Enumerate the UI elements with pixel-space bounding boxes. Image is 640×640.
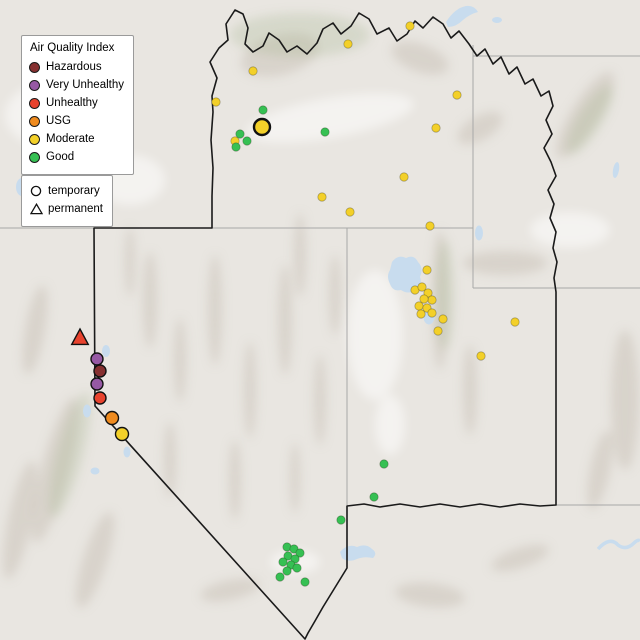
mono-lake: [90, 467, 100, 475]
station-marker-moderate[interactable]: [317, 192, 327, 202]
legend-item-hazardous: Hazardous: [29, 60, 124, 75]
station-marker-moderate[interactable]: [252, 117, 272, 137]
terrain-shading-layer: [2, 13, 639, 608]
station-marker-good[interactable]: [379, 459, 389, 469]
station-marker-moderate[interactable]: [405, 21, 415, 31]
legend-item-label: temporary: [48, 185, 100, 197]
station-marker-moderate[interactable]: [399, 172, 409, 182]
bear-lake: [475, 225, 483, 241]
station-marker-moderate[interactable]: [427, 308, 437, 318]
legend-item-label: Very Unhealthy: [46, 78, 124, 91]
symbol-legend: temporary permanent: [21, 175, 113, 227]
station-marker-very_unhealthy[interactable]: [90, 352, 104, 366]
station-marker-moderate[interactable]: [422, 265, 432, 275]
temporary-circle-icon: [29, 185, 43, 197]
station-marker-good[interactable]: [258, 105, 268, 115]
station-marker-moderate[interactable]: [510, 317, 520, 327]
station-marker-good[interactable]: [235, 129, 245, 139]
pyramid-lake: [102, 345, 110, 357]
station-marker-moderate[interactable]: [414, 301, 424, 311]
snake-river: [446, 5, 478, 27]
legend-item-label: Hazardous: [46, 60, 102, 73]
station-marker-moderate[interactable]: [345, 207, 355, 217]
station-marker-layer: [70, 21, 520, 587]
permanent-triangle-icon: [29, 203, 43, 215]
legend-item-label: Unhealthy: [46, 96, 98, 109]
station-marker-moderate[interactable]: [417, 282, 427, 292]
legend-item-label: Good: [46, 150, 75, 163]
legend-item-good: Good: [29, 150, 124, 165]
station-marker-good[interactable]: [290, 554, 300, 564]
lake-tahoe: [83, 404, 91, 418]
station-marker-moderate[interactable]: [425, 221, 435, 231]
station-marker-good[interactable]: [369, 492, 379, 502]
station-marker-moderate[interactable]: [452, 90, 462, 100]
station-marker-good[interactable]: [242, 136, 252, 146]
legend-item-usg: USG: [29, 114, 124, 129]
station-marker-moderate[interactable]: [419, 294, 429, 304]
aqi-legend: Air Quality Index Hazardous Very Unhealt…: [21, 35, 134, 175]
legend-item-unhealthy: Unhealthy: [29, 96, 124, 111]
station-marker-good[interactable]: [300, 577, 310, 587]
legend-item-label: permanent: [48, 202, 103, 215]
usg-dot-icon: [29, 115, 40, 127]
legend-item-permanent: permanent: [29, 202, 103, 217]
station-marker-unhealthy-permanent[interactable]: [70, 327, 90, 346]
lake-powell: [596, 538, 640, 551]
station-marker-moderate[interactable]: [423, 288, 433, 298]
station-marker-moderate[interactable]: [476, 351, 486, 361]
legend-item-temporary: temporary: [29, 184, 103, 199]
walker-lake: [123, 446, 131, 458]
station-marker-good[interactable]: [295, 548, 305, 558]
hazardous-dot-icon: [29, 61, 40, 73]
station-marker-good[interactable]: [275, 572, 285, 582]
great-salt-lake: [388, 256, 422, 293]
moderate-dot-icon: [29, 133, 40, 145]
aqi-legend-title: Air Quality Index: [30, 42, 115, 54]
station-marker-very_unhealthy[interactable]: [90, 377, 104, 391]
legend-item-moderate: Moderate: [29, 132, 124, 147]
station-marker-moderate[interactable]: [416, 309, 426, 319]
station-marker-good[interactable]: [278, 557, 288, 567]
station-marker-moderate[interactable]: [438, 314, 448, 324]
region-boundary: [93, 9, 558, 640]
station-marker-good[interactable]: [231, 142, 241, 152]
station-marker-hazardous[interactable]: [93, 364, 107, 378]
lake-mead: [340, 545, 376, 561]
station-marker-good[interactable]: [282, 566, 292, 576]
station-marker-moderate[interactable]: [343, 39, 353, 49]
station-marker-unhealthy[interactable]: [93, 391, 107, 405]
station-marker-good[interactable]: [336, 515, 346, 525]
station-marker-moderate[interactable]: [431, 123, 441, 133]
river-reservoir: [492, 17, 502, 23]
legend-item-very-unhealthy: Very Unhealthy: [29, 78, 124, 93]
station-marker-moderate[interactable]: [433, 326, 443, 336]
station-marker-good[interactable]: [320, 127, 330, 137]
unhealthy-dot-icon: [29, 97, 40, 109]
station-marker-usg[interactable]: [104, 410, 120, 426]
very-unhealthy-dot-icon: [29, 79, 40, 91]
station-marker-moderate[interactable]: [248, 66, 258, 76]
station-marker-good[interactable]: [292, 563, 302, 573]
station-marker-moderate[interactable]: [427, 295, 437, 305]
legend-item-label: USG: [46, 114, 71, 127]
station-marker-moderate[interactable]: [114, 426, 130, 442]
state-borders-layer: [0, 45, 640, 506]
flaming-gorge: [612, 162, 620, 178]
station-marker-moderate[interactable]: [211, 97, 221, 107]
station-marker-good[interactable]: [289, 544, 299, 554]
good-dot-icon: [29, 151, 40, 163]
legend-item-label: Moderate: [46, 132, 95, 145]
